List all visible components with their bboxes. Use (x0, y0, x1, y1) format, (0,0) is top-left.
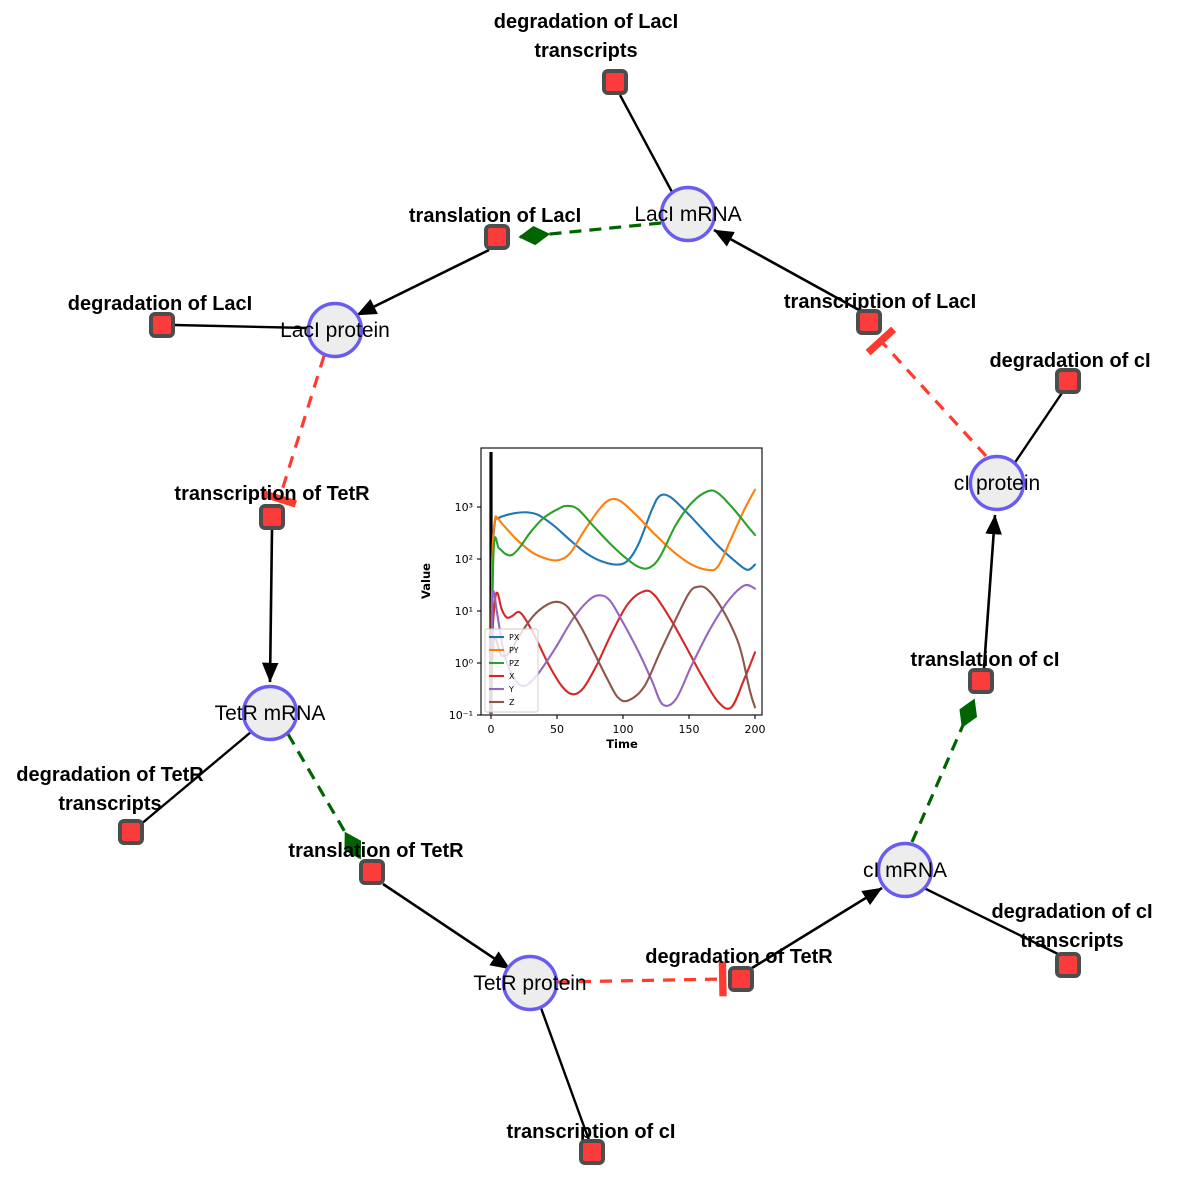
edge-tetr-protein-to-transcription-ci[interactable] (557, 961, 727, 997)
reaction-label-transcription-laci: transcription of LacI (784, 291, 976, 313)
legend-label-x: X (509, 672, 515, 681)
edge-translation-to-ci-protein[interactable] (982, 514, 1002, 669)
reaction-label-deg-ci: degradation of cI (989, 350, 1150, 372)
edge-ci-protein-to-transcription-laci[interactable] (865, 326, 988, 458)
species-label-tetr-mrna: TetR mRNA (215, 702, 326, 725)
reaction-node-translation-laci[interactable] (484, 224, 510, 250)
chart-xlabel: Time (606, 737, 638, 751)
legend-item-py: PY (489, 646, 519, 655)
chart-series-x (489, 589, 757, 715)
xticklabel-0: 0 (488, 723, 495, 736)
edge-translation-to-tetr-protein[interactable] (382, 882, 511, 971)
reaction-label-transcription-tetr: transcription of TetR (174, 483, 370, 505)
yticklabel-1e1: 10¹ (455, 605, 473, 618)
species-label-layer: LacI mRNA LacI protein TetR mRNA TetR pr… (215, 203, 1041, 995)
chart-series-pz (489, 489, 757, 712)
xticklabel-100: 100 (613, 723, 634, 736)
xticklabel-50: 50 (550, 723, 564, 736)
reaction-node-deg-ci[interactable] (1055, 368, 1081, 394)
reaction-label-translation-ci: translation of cI (911, 649, 1060, 671)
reaction-node-deg-laci-transcripts[interactable] (602, 69, 628, 95)
legend-item-pz: PZ (489, 659, 520, 668)
legend-label-py: PY (509, 646, 519, 655)
reaction-node-deg-tetr-transcripts[interactable] (118, 819, 144, 845)
legend-label-z: Z (509, 698, 515, 707)
edge-tetr-mrna-to-degradation[interactable] (139, 731, 252, 826)
reaction-node-transcription-laci[interactable] (856, 309, 882, 335)
edge-ci-mrna-to-translation[interactable] (910, 698, 978, 843)
reaction-node-transcription-tetr[interactable] (259, 504, 285, 530)
yticklabel-1e0: 10⁰ (455, 657, 474, 670)
edge-tetr-protein-to-degradation[interactable] (539, 1007, 592, 1144)
reaction-label-translation-tetr: translation of TetR (288, 840, 464, 862)
chart-series-px (489, 493, 757, 712)
reaction-label-deg-laci: degradation of LacI (68, 293, 252, 315)
chart-y-axis: 10⁻¹ 10⁰ 10¹ 10² 10³ (449, 501, 481, 722)
reaction-label-deg-ci-transcripts-l2: transcripts (1020, 930, 1123, 952)
xticklabel-200: 200 (745, 723, 766, 736)
species-node-laci-protein[interactable] (306, 301, 364, 359)
reaction-node-deg-laci[interactable] (149, 312, 175, 338)
chart-ylabel: Value (419, 563, 433, 599)
reaction-node-deg-tetr[interactable] (579, 1139, 605, 1165)
edge-translation-to-laci-protein[interactable] (356, 248, 490, 317)
edge-laci-mrna-to-degradation[interactable] (618, 94, 674, 193)
edge-laci-protein-to-transcription-tetr[interactable] (261, 355, 326, 508)
yticklabel-1e-1: 10⁻¹ (449, 709, 473, 722)
species-label-ci-protein: cI protein (954, 472, 1040, 495)
reaction-label-transcription-ci: degradation of TetR (645, 946, 833, 968)
species-label-laci-protein: LacI protein (280, 319, 390, 342)
edge-ci-mrna-to-degradation[interactable] (923, 886, 1063, 958)
chart-x-axis: 0 50 100 150 200 (488, 715, 766, 736)
legend-item-px: PX (489, 633, 520, 642)
species-node-layer (241, 185, 1026, 1012)
reaction-label-deg-tetr-transcripts-l1: degradation of TetR (16, 764, 204, 786)
yticklabel-1e3: 10³ (455, 501, 473, 514)
species-label-laci-mrna: LacI mRNA (634, 203, 741, 226)
inset-timecourse-chart: Time Value 0 50 100 150 200 10⁻¹ 10⁰ 10¹… (419, 440, 766, 755)
reaction-node-translation-tetr[interactable] (359, 859, 385, 885)
reaction-label-deg-ci-transcripts-l1: degradation of cI (991, 901, 1152, 923)
legend-item-z: Z (489, 698, 515, 707)
reaction-node-transcription-ci[interactable] (728, 966, 754, 992)
reaction-label-deg-tetr: transcription of cI (507, 1121, 676, 1143)
edge-tetr-mrna-to-translation[interactable] (286, 733, 362, 860)
species-node-ci-mrna[interactable] (876, 841, 934, 899)
legend-label-pz: PZ (509, 659, 520, 668)
edge-transcription-laci-to-laci-mrna[interactable] (713, 228, 860, 312)
edge-transcription-ci-to-ci-mrna[interactable] (751, 886, 883, 970)
legend-item-x: X (489, 672, 515, 681)
reaction-label-deg-laci-transcripts-l2: transcripts (534, 40, 637, 62)
species-node-tetr-mrna[interactable] (241, 684, 299, 742)
xticklabel-150: 150 (679, 723, 700, 736)
reaction-label-deg-laci-transcripts-l1: degradation of LacI (494, 11, 678, 33)
chart-series-py (489, 488, 757, 712)
legend-label-px: PX (509, 633, 520, 642)
legend-label-y: Y (508, 685, 514, 694)
reaction-label-deg-tetr-transcripts-l2: transcripts (58, 793, 161, 815)
species-label-ci-mrna: cI mRNA (863, 859, 947, 882)
yticklabel-1e2: 10² (455, 553, 473, 566)
edge-layer (139, 94, 1065, 1144)
species-node-tetr-protein[interactable] (501, 954, 559, 1012)
edge-transcription-tetr-to-tetr-mrna[interactable] (261, 529, 279, 683)
reaction-node-deg-ci-transcripts[interactable] (1055, 952, 1081, 978)
edge-laci-mrna-to-translation[interactable] (518, 221, 662, 246)
edge-laci-protein-to-degradation[interactable] (173, 323, 309, 330)
species-label-tetr-protein: TetR protein (473, 972, 586, 995)
legend-item-y: Y (489, 685, 514, 694)
reaction-label-translation-laci: translation of LacI (409, 205, 581, 227)
species-node-laci-mrna[interactable] (659, 185, 717, 243)
chart-legend: PX PY PZ X Y Z (484, 628, 539, 713)
reaction-label-layer: degradation of LacI transcripts translat… (16, 11, 1152, 1143)
reaction-node-layer (118, 69, 1081, 1165)
species-node-ci-protein[interactable] (968, 454, 1026, 512)
edge-ci-protein-to-degradation[interactable] (1013, 389, 1065, 465)
reaction-node-translation-ci[interactable] (968, 668, 994, 694)
